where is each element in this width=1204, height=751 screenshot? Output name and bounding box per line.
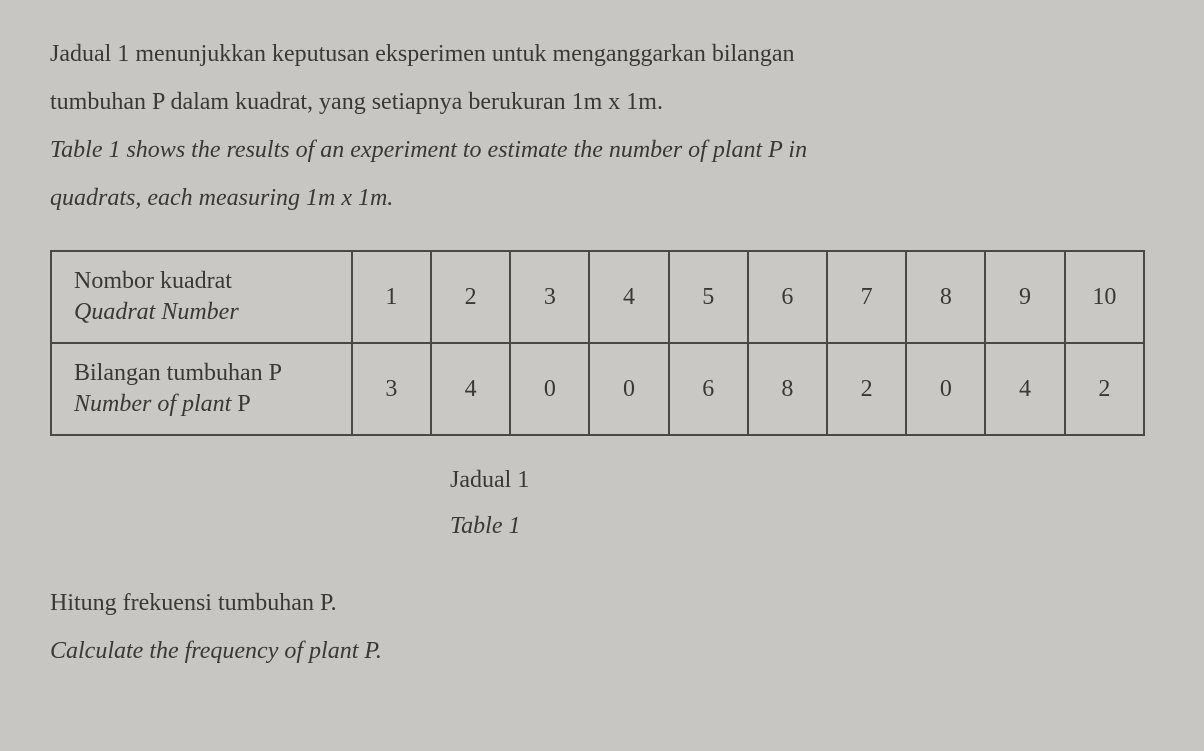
table-cell: 1 [352,251,431,343]
row-header-main: Bilangan tumbuhan P [74,360,282,386]
table-cell: 2 [431,251,510,343]
table-cell: 6 [669,343,748,435]
table-cell: 0 [510,343,589,435]
table-cell: 2 [827,343,906,435]
intro-line-1: Jadual 1 menunjukkan keputusan eksperime… [50,30,1164,78]
intro-text-block: Jadual 1 menunjukkan keputusan eksperime… [50,30,1164,222]
row-header-main: Nombor kuadrat [74,268,232,294]
table-cell: 0 [589,343,668,435]
table-cell: 5 [669,251,748,343]
table-cell: 7 [827,251,906,343]
row-header-plant: Bilangan tumbuhan P Number of plant P [51,343,352,435]
table-cell: 3 [352,343,431,435]
table-cell: 9 [985,251,1064,343]
table-cell: 8 [748,343,827,435]
table-cell: 6 [748,251,827,343]
table-row: Nombor kuadrat Quadrat Number 1 2 3 4 5 … [51,251,1144,343]
table-cell: 10 [1065,251,1144,343]
row-header-sub: Quadrat Number [74,299,343,326]
question-line-1: Hitung frekuensi tumbuhan P. [50,579,1164,627]
row-header-quadrat: Nombor kuadrat Quadrat Number [51,251,352,343]
table-cell: 4 [985,343,1064,435]
table-row: Bilangan tumbuhan P Number of plant P 3 … [51,343,1144,435]
table-cell: 8 [906,251,985,343]
table-cell: 4 [589,251,668,343]
intro-line-4: quadrats, each measuring 1m x 1m. [50,174,1164,222]
row-header-sub: Number of plant P [74,391,343,418]
data-table: Nombor kuadrat Quadrat Number 1 2 3 4 5 … [50,250,1145,436]
caption-line-1: Jadual 1 [450,458,1164,504]
table-cell: 4 [431,343,510,435]
table-caption: Jadual 1 Table 1 [450,458,1164,549]
question-block: Hitung frekuensi tumbuhan P. Calculate t… [50,579,1164,675]
table-cell: 0 [906,343,985,435]
intro-line-3: Table 1 shows the results of an experime… [50,126,1164,174]
table-cell: 2 [1065,343,1144,435]
caption-line-2: Table 1 [450,504,1164,550]
question-line-2: Calculate the frequency of plant P. [50,627,1164,675]
intro-line-2: tumbuhan P dalam kuadrat, yang setiapnya… [50,78,1164,126]
table-cell: 3 [510,251,589,343]
